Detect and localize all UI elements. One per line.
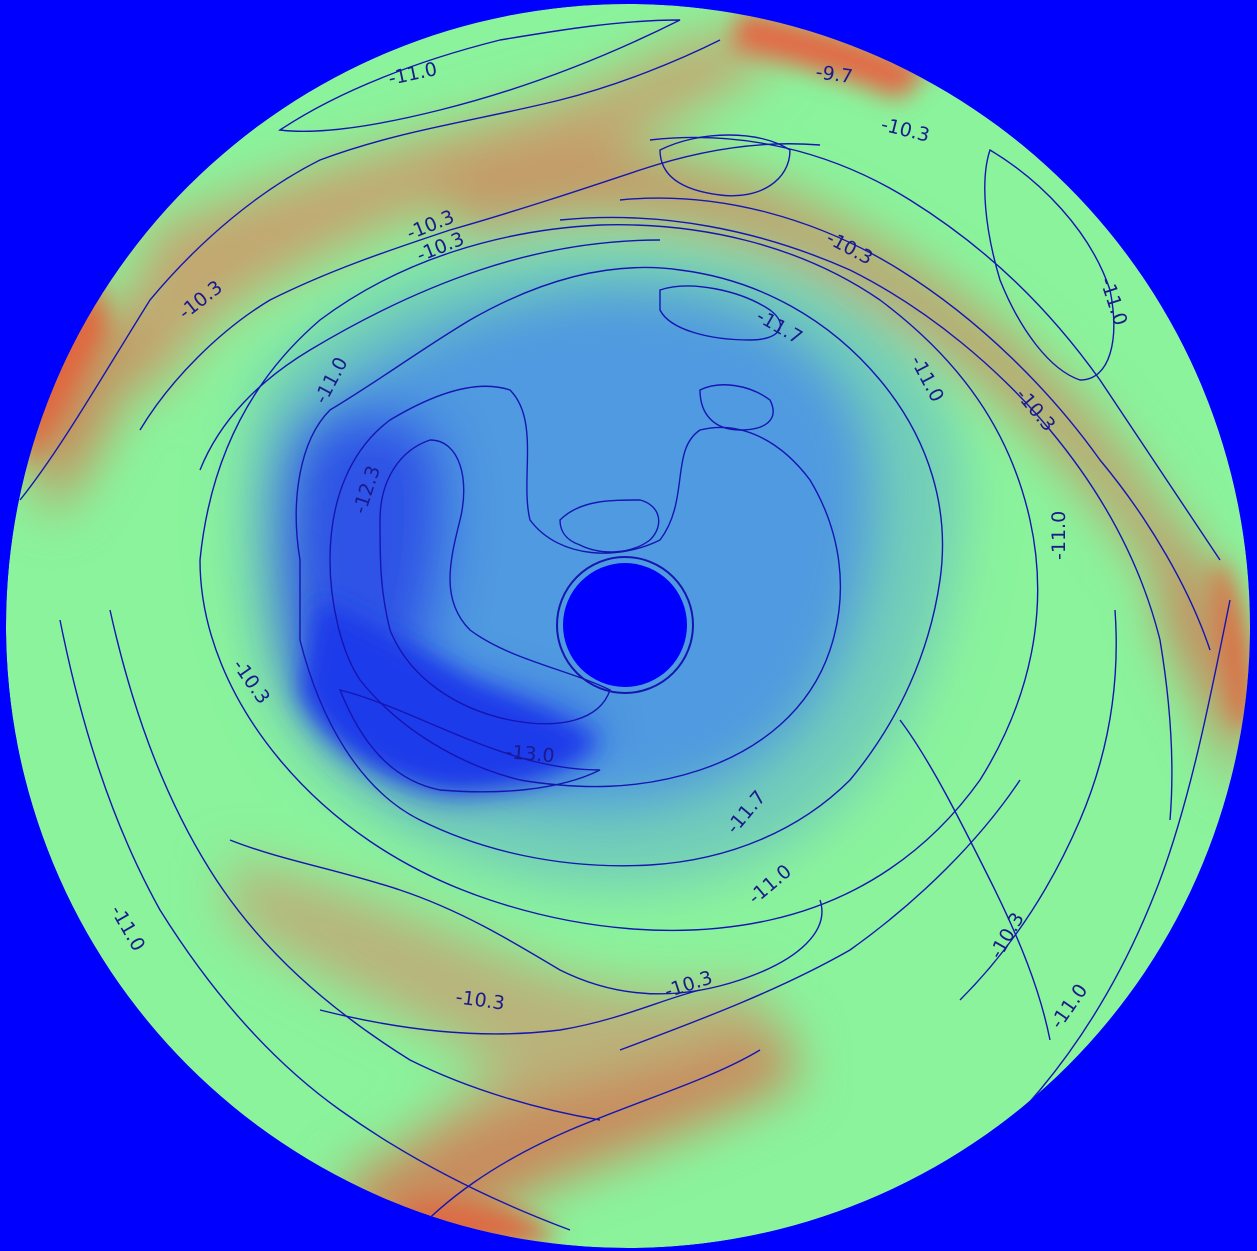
contour-line [984, 148, 1115, 381]
contour-line [959, 609, 1117, 1001]
contour-label: -9.7 [814, 61, 854, 88]
ridge-band-upper [120, 30, 780, 400]
ridge-band-bottom [340, 1020, 800, 1248]
contour-line [899, 719, 1051, 1041]
contour-lines [19, 19, 1231, 1248]
contour-line [295, 266, 944, 867]
deep-low-core [300, 600, 600, 790]
contour-line [659, 285, 782, 341]
contour-line [659, 134, 791, 197]
contour-line [139, 143, 821, 431]
hot-spot-right [1212, 560, 1250, 730]
ridge-band-right [1160, 520, 1250, 800]
contour-label: -11.0 [1048, 511, 1070, 560]
contour-line [229, 839, 823, 995]
contour-label: -13.0 [505, 741, 556, 767]
contour-line [619, 197, 1211, 651]
inner-hole [563, 563, 687, 687]
contour-line [559, 216, 1173, 821]
hot-spot-left [22, 280, 110, 470]
contour-line [319, 989, 701, 1035]
contour-line [399, 1049, 761, 1248]
contour-line [619, 779, 1021, 1051]
contour-line [109, 609, 601, 1121]
contour-line [59, 619, 571, 1231]
contour-line [649, 136, 1221, 561]
contour-line [559, 499, 660, 553]
contour-line [329, 385, 842, 788]
contour-line [379, 439, 611, 725]
contour-line [338, 688, 601, 793]
contour-line [699, 384, 774, 431]
contour-line [199, 239, 661, 471]
hot-spot-top [730, 10, 930, 100]
contour-line [199, 224, 1039, 932]
contour-line [278, 19, 681, 132]
ridge-band-left [20, 290, 140, 520]
contour-line [19, 39, 721, 501]
inner-hole-edge [556, 556, 694, 694]
ridge-band-lower [230, 860, 760, 1248]
